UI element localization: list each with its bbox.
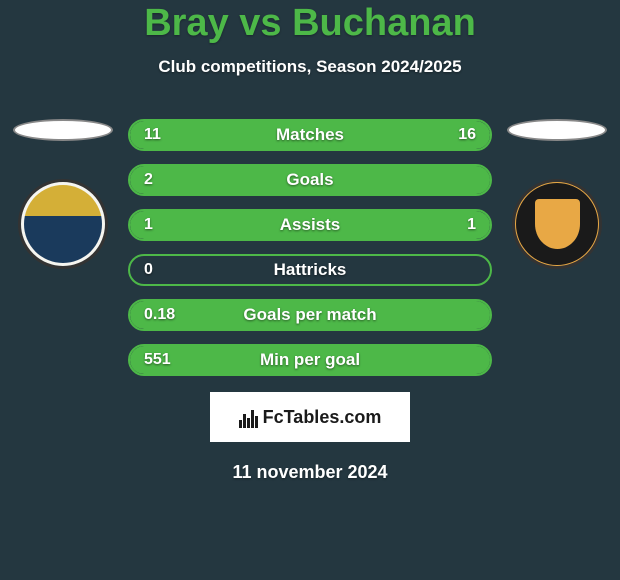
date: 11 november 2024	[0, 462, 620, 483]
left-club-badge-inner	[24, 185, 102, 263]
left-club-badge-icon	[18, 179, 108, 269]
stat-label: Matches	[276, 125, 344, 145]
stat-label: Min per goal	[260, 350, 360, 370]
stat-label: Assists	[280, 215, 340, 235]
left-player-col	[8, 119, 118, 269]
bar-chart-icon	[239, 406, 261, 428]
stat-label: Hattricks	[274, 260, 347, 280]
stat-bar-min-per-goal: 551 Min per goal	[128, 344, 492, 376]
stat-label: Goals per match	[243, 305, 376, 325]
right-player-col	[502, 119, 612, 269]
right-club-badge-inner	[516, 183, 598, 265]
stat-val-right: 16	[458, 126, 476, 144]
page-title: Bray vs Buchanan	[0, 0, 620, 45]
subtitle: Club competitions, Season 2024/2025	[0, 57, 620, 77]
comparison-card: Bray vs Buchanan Club competitions, Seas…	[0, 0, 620, 483]
left-flag-icon	[13, 119, 113, 141]
stat-bar-hattricks: 0 Hattricks	[128, 254, 492, 286]
stat-val-left: 0	[144, 261, 153, 279]
right-club-badge-icon	[512, 179, 602, 269]
branding-text: FcTables.com	[263, 407, 382, 428]
stat-val-left: 2	[144, 171, 153, 189]
stat-val-right: 1	[467, 216, 476, 234]
stat-bar-matches: 11 Matches 16	[128, 119, 492, 151]
branding-box[interactable]: FcTables.com	[210, 392, 410, 442]
right-club-shield	[535, 199, 580, 249]
stat-bar-goals-per-match: 0.18 Goals per match	[128, 299, 492, 331]
stat-val-left: 1	[144, 216, 153, 234]
stats-column: 11 Matches 16 2 Goals 1 Assists 1	[118, 119, 502, 376]
stat-label: Goals	[286, 170, 333, 190]
stat-val-left: 0.18	[144, 306, 175, 324]
stat-bar-assists: 1 Assists 1	[128, 209, 492, 241]
right-flag-icon	[507, 119, 607, 141]
stat-bar-goals: 2 Goals	[128, 164, 492, 196]
stat-val-left: 551	[144, 351, 171, 369]
content-row: 11 Matches 16 2 Goals 1 Assists 1	[0, 119, 620, 376]
stat-val-left: 11	[144, 126, 161, 144]
